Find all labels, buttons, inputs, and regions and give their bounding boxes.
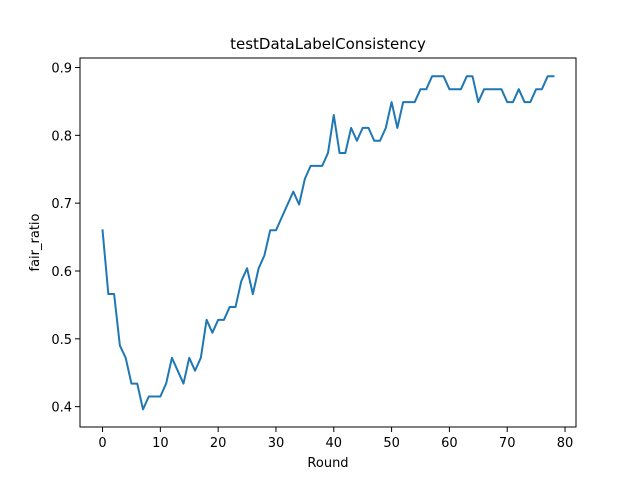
x-tick-label: 0 <box>98 436 106 451</box>
y-tick-label: 0.8 <box>51 129 72 144</box>
plot-area <box>79 57 577 428</box>
y-tick-label: 0.9 <box>51 61 72 76</box>
x-tick-label: 50 <box>383 436 400 451</box>
y-axis: 0.4 0.5 0.6 0.7 0.8 0.9 <box>51 61 80 416</box>
x-axis-label: Round <box>307 456 348 471</box>
x-tick-label: 30 <box>268 436 285 451</box>
x-tick-label: 80 <box>557 436 574 451</box>
x-tick-label: 40 <box>326 436 343 451</box>
x-tick-label: 20 <box>210 436 227 451</box>
y-tick-label: 0.5 <box>51 333 72 348</box>
x-tick-label: 10 <box>152 436 169 451</box>
x-axis: 0 10 20 30 40 50 60 70 80 <box>98 427 573 451</box>
chart-title: testDataLabelConsistency <box>230 35 426 53</box>
x-tick-label: 60 <box>441 436 458 451</box>
plot-frame <box>79 57 577 428</box>
y-tick-label: 0.4 <box>51 401 72 416</box>
y-axis-label: fair_ratio <box>28 213 43 271</box>
x-tick-label: 70 <box>499 436 516 451</box>
fair-ratio-line <box>101 75 555 411</box>
y-tick-label: 0.6 <box>51 265 72 280</box>
y-tick-label: 0.7 <box>51 197 72 212</box>
